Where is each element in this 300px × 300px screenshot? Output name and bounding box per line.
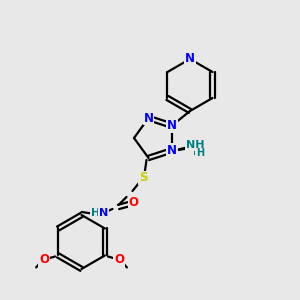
Text: N: N — [167, 144, 177, 157]
Text: H: H — [91, 208, 100, 218]
Text: S: S — [139, 172, 148, 184]
Text: O: O — [114, 253, 124, 266]
Text: O: O — [128, 196, 139, 209]
Text: N: N — [185, 52, 195, 65]
Text: O: O — [39, 253, 49, 266]
Text: N: N — [143, 112, 154, 124]
Text: NH: NH — [186, 140, 204, 150]
Text: H: H — [193, 147, 201, 157]
Text: N: N — [188, 139, 198, 152]
Text: N: N — [99, 208, 108, 218]
Text: H: H — [196, 148, 204, 158]
Text: N: N — [167, 119, 177, 132]
